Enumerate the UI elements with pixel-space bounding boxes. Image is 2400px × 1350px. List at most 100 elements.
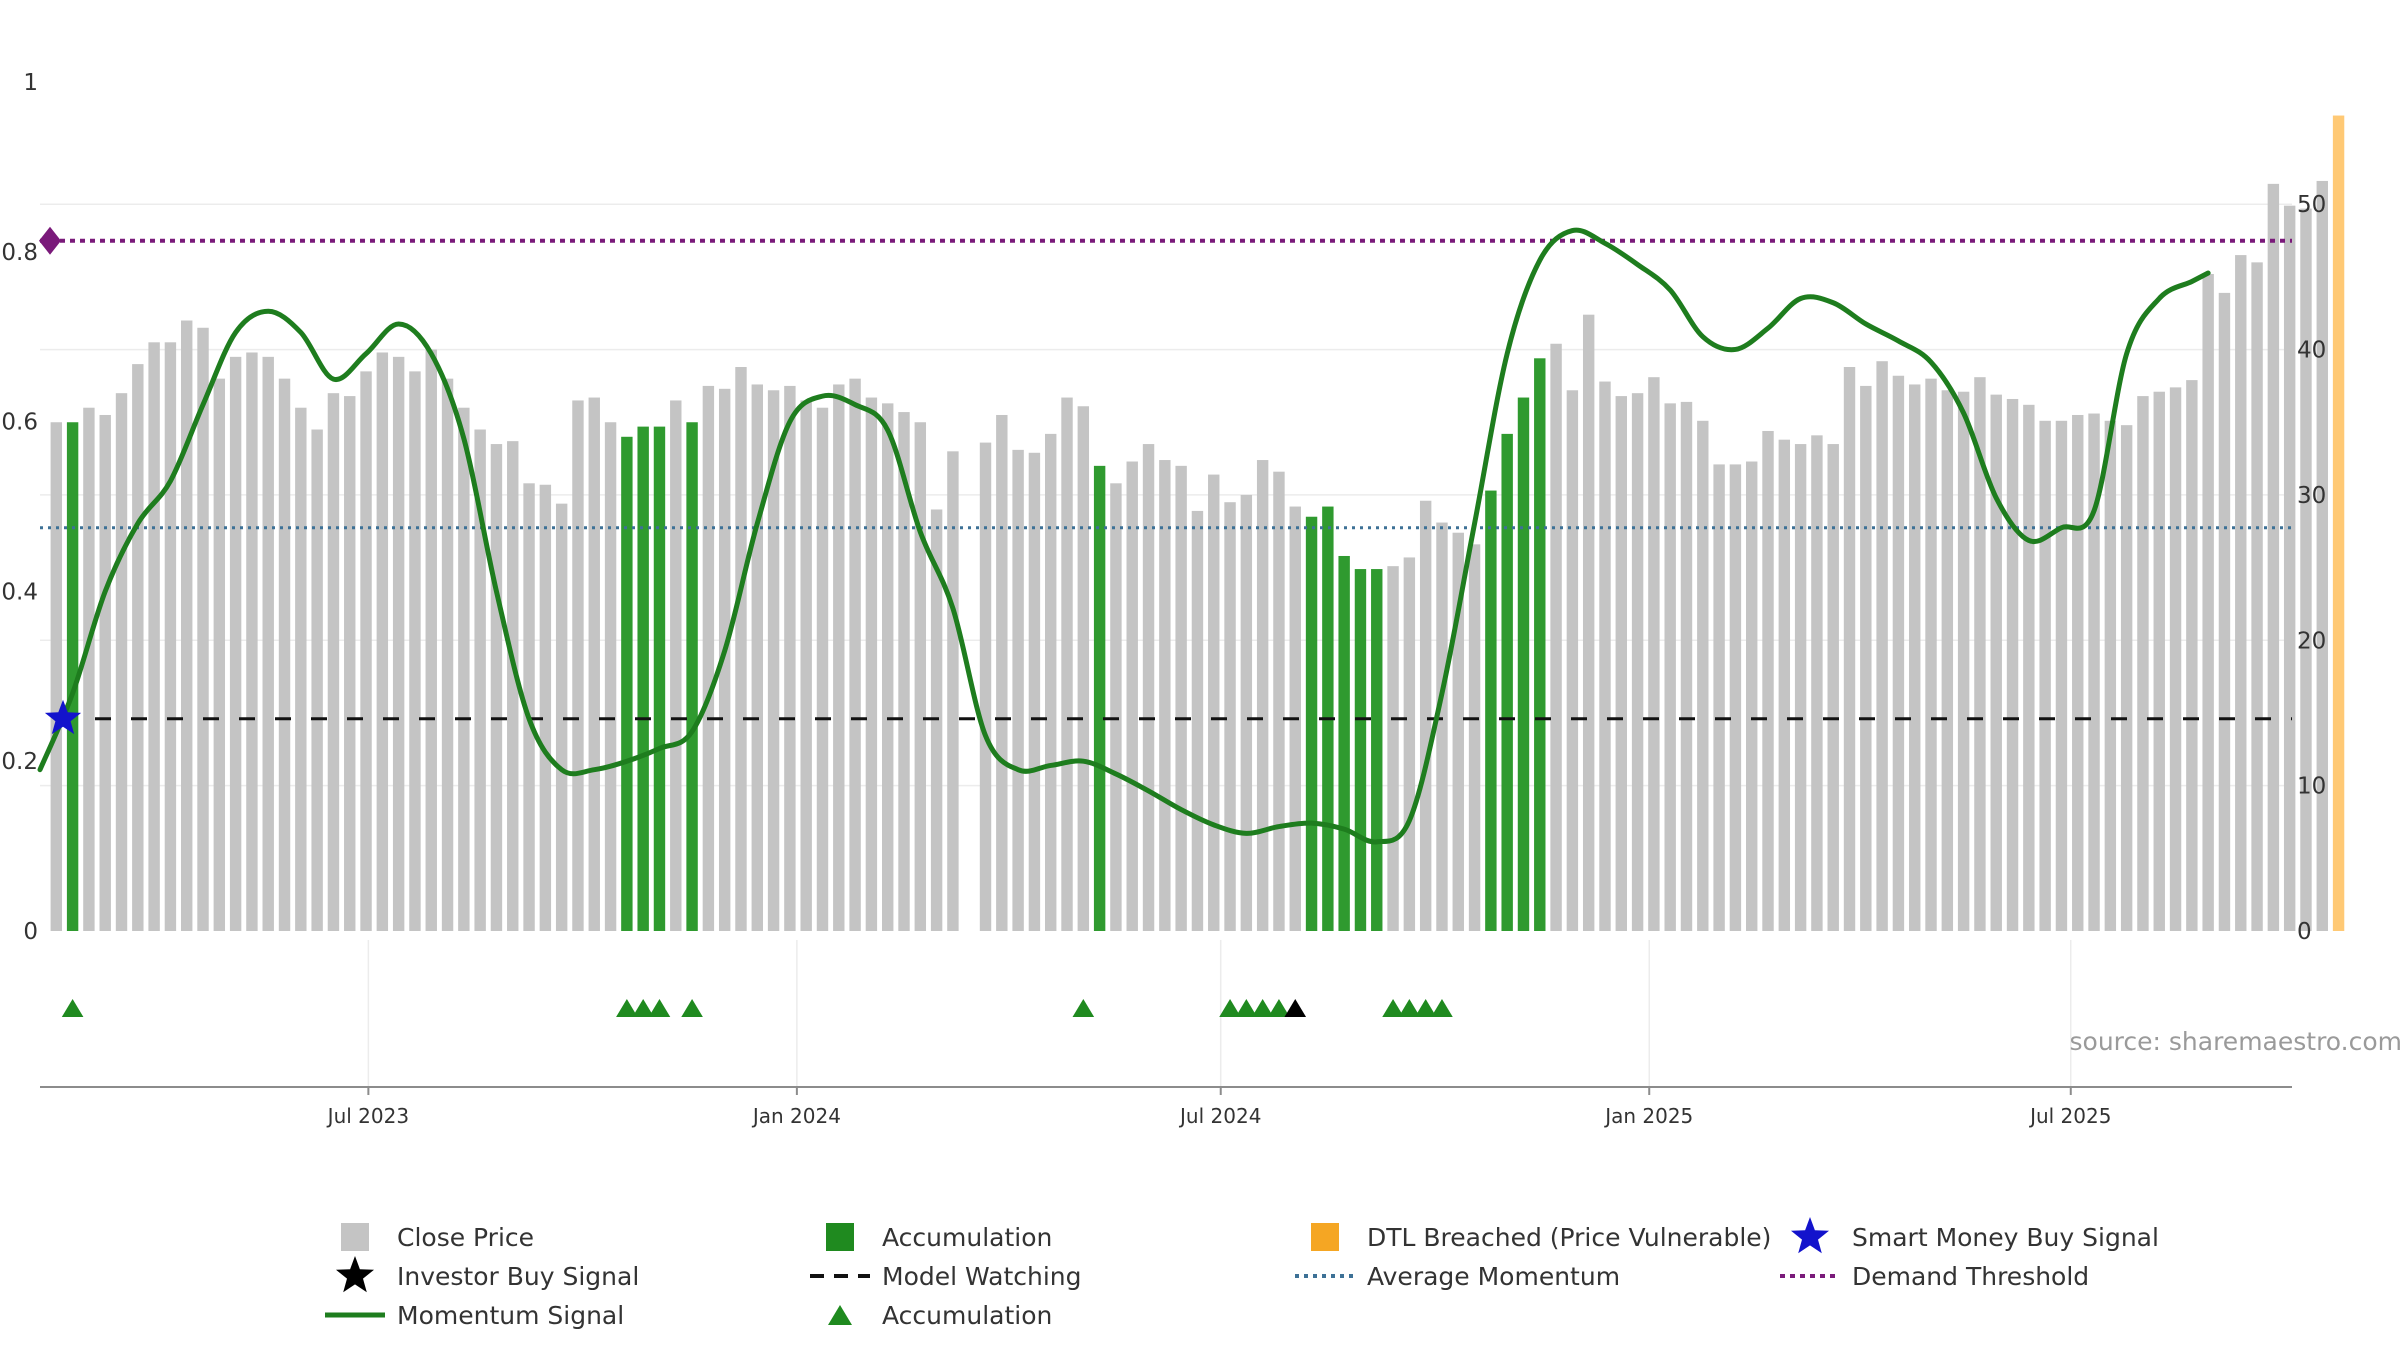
- left-axis-tick: 0.8: [1, 240, 38, 266]
- close-price-bar: [1403, 557, 1416, 931]
- accumulation-triangle: [1414, 999, 1437, 1017]
- close-price-bar: [1729, 464, 1742, 931]
- close-price-bar: [1387, 566, 1399, 931]
- close-price-bar: [1925, 378, 1937, 932]
- axes: 0 10 20 30 40 50 0 0.2 0.4 0.6 0.8 1 Jul 2023 Jan 202…: [1, 70, 2326, 1128]
- close-price-bar: [2300, 208, 2312, 931]
- close-price-bar: [1061, 397, 1073, 931]
- right-axis-tick: 0: [2297, 919, 2312, 945]
- close-price-bar: [881, 403, 894, 931]
- close-price-bar: [115, 393, 128, 931]
- accumulation-bar: [686, 422, 698, 931]
- left-axis-tick: 0.6: [1, 410, 38, 436]
- legend-swatch-close: [341, 1223, 369, 1251]
- close-price-bar: [1664, 403, 1676, 931]
- close-price-bar: [2267, 183, 2280, 932]
- close-price-bar: [572, 400, 584, 932]
- close-price-bar: [2006, 398, 2019, 931]
- close-price-bar: [490, 444, 503, 931]
- close-price-bar: [816, 407, 829, 931]
- accumulation-bar: [1371, 569, 1383, 931]
- close-price-bar: [555, 503, 568, 931]
- close-price-bar: [1778, 439, 1791, 931]
- right-axis-tick: 10: [2297, 774, 2326, 800]
- close-price-bar: [1762, 430, 1774, 931]
- close-price-bars: [50, 115, 2345, 932]
- close-price-bar: [1110, 483, 1122, 931]
- close-price-bar: [604, 422, 617, 931]
- accumulation-bar: [1305, 516, 1318, 931]
- close-price-bar: [229, 356, 242, 931]
- accumulation-bar: [1354, 569, 1367, 931]
- close-price-bar: [441, 378, 454, 932]
- accumulation-bar: [637, 426, 649, 931]
- x-axis-tick: Jul 2025: [2028, 1104, 2111, 1128]
- accumulation-bar: [1485, 490, 1497, 931]
- close-price-bar: [539, 484, 552, 931]
- source-label: source: sharemaestro.com: [2070, 1027, 2400, 1056]
- close-price-bar: [1957, 391, 1970, 932]
- close-price-bar: [702, 385, 715, 931]
- x-axis-tick: Jul 2023: [326, 1104, 409, 1128]
- close-price-bar: [1746, 461, 1758, 931]
- close-price-bar: [2218, 292, 2231, 931]
- close-price-bar: [2137, 396, 2149, 932]
- close-price-bar: [2104, 420, 2117, 931]
- close-price-bar: [588, 397, 600, 931]
- close-price-bar: [262, 356, 274, 931]
- demand-threshold-diamond: [39, 226, 61, 255]
- close-price-bar: [50, 422, 63, 931]
- close-price-bar: [898, 412, 910, 931]
- left-axis-tick: 0.4: [1, 579, 38, 605]
- accumulation-triangle: [1268, 999, 1290, 1017]
- close-price-bar: [295, 407, 307, 931]
- x-axis-tick: Jan 2024: [751, 1104, 841, 1128]
- close-price-bar: [474, 429, 486, 931]
- accumulation-triangle: [1398, 999, 1421, 1017]
- accumulation-triangle: [632, 999, 654, 1017]
- close-price-bar: [735, 367, 747, 931]
- close-price-bar: [148, 342, 160, 931]
- close-price-bar: [670, 400, 682, 932]
- left-axis-tick: 1: [23, 70, 38, 96]
- legend-label: Accumulation: [882, 1223, 1052, 1252]
- x-axis-tick: Jul 2024: [1178, 1104, 1261, 1128]
- accumulation-bar: [1093, 465, 1106, 931]
- close-price-bar: [1876, 361, 1888, 931]
- accumulation-triangle: [648, 999, 671, 1017]
- close-price-bar: [409, 371, 421, 931]
- close-price-bar: [849, 378, 861, 932]
- close-price-bar: [833, 384, 845, 931]
- close-price-bar: [246, 352, 258, 931]
- close-price-bar: [360, 371, 372, 931]
- close-price-bar: [458, 407, 470, 931]
- accumulation-triangle: [1251, 999, 1274, 1017]
- close-price-bar: [327, 393, 340, 931]
- accumulation-triangle: [1431, 999, 1453, 1017]
- close-price-bar: [1126, 461, 1138, 931]
- legend-label: Demand Threshold: [1852, 1262, 2089, 1291]
- close-price-bar: [83, 407, 95, 931]
- legend-star-smart-money: [1791, 1217, 1829, 1254]
- close-price-bar: [1566, 390, 1579, 931]
- close-price-bar: [1860, 385, 1872, 931]
- close-price-bar: [1191, 510, 1204, 931]
- right-axis-tick: 40: [2297, 338, 2326, 364]
- accumulation-bar: [1501, 433, 1513, 931]
- close-price-bar: [392, 356, 405, 931]
- signal-markers: [39, 226, 1453, 1017]
- close-price-bar: [767, 390, 780, 931]
- close-price-bar: [2039, 420, 2051, 931]
- legend-swatch-accumulation: [826, 1223, 854, 1251]
- legend-label: Smart Money Buy Signal: [1852, 1223, 2159, 1252]
- close-price-bar: [1582, 314, 1595, 932]
- close-price-bar: [1159, 460, 1171, 931]
- accumulation-triangle: [1235, 999, 1258, 1017]
- close-price-bar: [718, 388, 731, 931]
- close-price-bar: [2202, 273, 2214, 931]
- close-price-bar: [1175, 465, 1187, 931]
- close-price-bar: [914, 422, 927, 931]
- close-price-bar: [278, 378, 291, 932]
- legend-label: Model Watching: [882, 1262, 1082, 1291]
- close-price-bar: [1599, 381, 1611, 931]
